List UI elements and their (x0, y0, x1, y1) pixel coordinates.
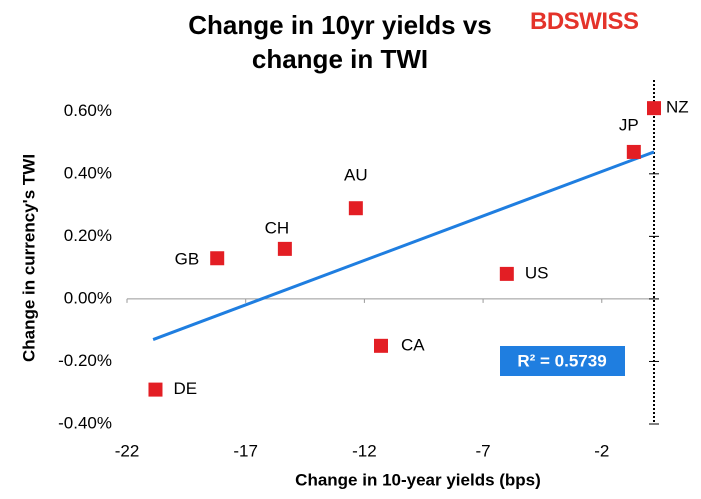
chart-title: Change in 10yr yields vs change in TWI (188, 10, 492, 74)
point (348, 201, 363, 216)
y-axis-label: Change in currency's TWI (19, 154, 38, 362)
logo: BDSWISS (530, 8, 639, 35)
point-label: US (525, 263, 549, 282)
y-tick-label: -0.20% (58, 351, 112, 370)
y-tick-label: 0.60% (64, 101, 112, 120)
point-label: CH (265, 218, 290, 237)
trendline (152, 150, 655, 341)
y-tick-label: -0.40% (58, 413, 112, 432)
r2-box (500, 346, 625, 376)
point (277, 241, 292, 256)
point (626, 144, 641, 159)
point-label: JP (619, 115, 639, 134)
x-tick-label: -22 (115, 441, 140, 460)
point-label: DE (173, 379, 197, 398)
point-label: NZ (666, 98, 689, 117)
x-tick-label: -12 (352, 441, 377, 460)
point-label: CA (401, 335, 425, 354)
x-tick-label: -17 (233, 441, 258, 460)
point-label: AU (344, 166, 368, 185)
x-tick-label: -7 (476, 441, 491, 460)
point (647, 101, 661, 116)
point (210, 251, 225, 266)
x-axis-label: Change in 10-year yields (bps) (295, 470, 541, 489)
r2-label: R² = 0.5739 (517, 351, 606, 370)
point (148, 382, 163, 397)
y-tick-label: 0.00% (64, 288, 112, 307)
y-tick-label: 0.20% (64, 226, 112, 245)
point-label: GB (175, 250, 200, 269)
x-tick-label: -2 (594, 441, 609, 460)
point (374, 338, 389, 353)
point (499, 266, 514, 281)
y-tick-label: 0.40% (64, 163, 112, 182)
